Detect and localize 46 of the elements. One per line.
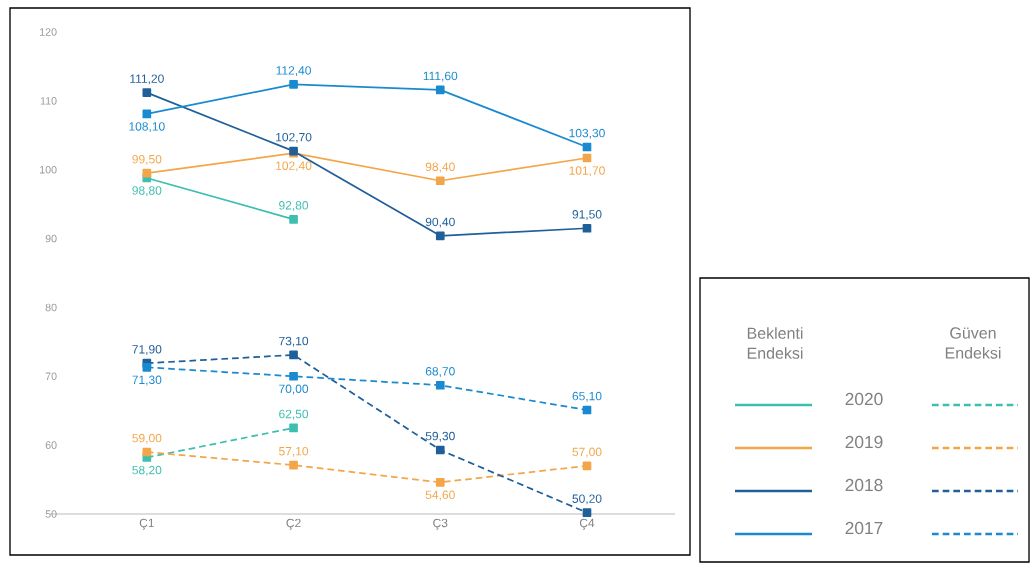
data-label: 112,40 [276,66,311,77]
data-label: 59,00 [132,433,162,444]
data-label: 103,30 [569,128,605,139]
text: Güven Endeksi [945,327,1001,359]
data-label: 101,70 [569,166,605,177]
data-label: 50,20 [572,494,602,505]
data-label: 59,30 [425,431,455,442]
data-label: 62,50 [279,409,309,420]
data-label: 99,50 [132,154,162,165]
y-tick-label: 50 [45,510,57,518]
data-label: 98,80 [132,186,162,197]
data-label: 90,40 [425,217,455,228]
y-tick-label: 120 [40,28,57,36]
data-label: 92,80 [279,201,309,212]
legend-label: 2018 [845,478,883,492]
data-label: 108,10 [129,122,165,133]
legend-label: 2020 [845,392,883,406]
data-label: 73,10 [279,336,309,347]
y-tick-label: 70 [45,372,57,381]
data-label: 70,00 [279,384,309,395]
data-label: 71,90 [132,345,162,355]
x-tick-label: Ç4 [579,518,595,530]
y-tick-label: 90 [45,234,57,243]
x-tick-label: Ç1 [139,518,154,530]
data-label: 58,20 [132,465,162,476]
data-label: 65,10 [572,391,602,402]
data-label: 54,60 [425,490,455,501]
x-tick-label: Ç2 [286,518,301,530]
data-label: 57,10 [279,446,309,457]
data-label: 98,40 [425,162,455,173]
data-label: 91,50 [572,210,602,220]
data-label: 57,00 [572,447,602,458]
text: Beklenti Endeksi [747,327,803,359]
legend-label: 2019 [845,435,883,449]
y-tick-label: 60 [45,441,57,449]
data-label: 102,70 [276,132,312,143]
y-tick-label: 80 [45,303,57,312]
y-tick-label: 110 [40,97,57,105]
x-tick-label: Ç3 [433,518,448,530]
y-tick-label: 100 [40,165,57,174]
data-label: 68,70 [425,367,455,377]
data-label: 102,40 [276,161,312,172]
legend-label: 2017 [845,521,883,535]
data-label: 111,60 [423,71,458,82]
data-label: 111,20 [130,74,164,85]
data-label: 71,30 [132,375,162,386]
